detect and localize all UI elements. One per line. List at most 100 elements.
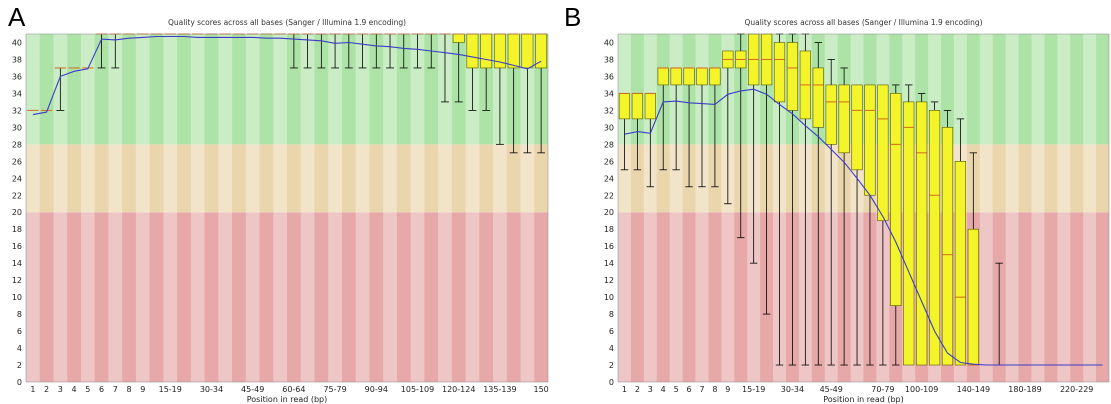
y-tick-label: 16 [604, 242, 614, 251]
box-iqr [890, 93, 902, 306]
x-tick-label: 30-34 [200, 385, 223, 394]
y-tick-label: 40 [604, 38, 614, 47]
panel-letter: A [8, 2, 26, 32]
column-stripe [383, 34, 397, 382]
box-iqr [507, 33, 520, 69]
y-tick-label: 28 [604, 140, 614, 149]
x-tick-label: 3 [648, 385, 653, 394]
x-tick-label: 1 [30, 385, 35, 394]
quality-band-poor [618, 212, 1109, 382]
box-iqr [851, 84, 863, 171]
quality-band-reasonable [618, 144, 1109, 213]
column-stripe [328, 34, 342, 382]
y-tick-label: 6 [17, 327, 22, 336]
x-tick-label: 2 [44, 385, 49, 394]
y-tick-label: 14 [604, 259, 614, 268]
y-tick-label: 10 [604, 293, 614, 302]
box-iqr [967, 228, 979, 366]
y-tick-label: 26 [604, 157, 614, 166]
box-iqr [644, 93, 656, 120]
column-stripe [108, 34, 123, 382]
y-tick-label: 36 [12, 72, 22, 81]
quality-band-good [26, 34, 548, 145]
y-tick-label: 6 [609, 327, 614, 336]
box-iqr [670, 67, 682, 86]
y-tick-label: 20 [12, 208, 22, 217]
column-stripe [1057, 34, 1071, 382]
column-stripe [520, 34, 535, 382]
panel-b: B Quality scores across all bases (Sange… [556, 0, 1111, 404]
y-tick-label: 30 [12, 123, 22, 132]
plot-frame [617, 33, 1110, 383]
box-iqr [709, 67, 721, 86]
x-tick-label: 45-49 [241, 385, 264, 394]
plot-frame [25, 33, 549, 383]
box-iqr [864, 84, 876, 196]
x-tick-label: 45-49 [820, 385, 843, 394]
y-tick-label: 8 [17, 310, 22, 319]
y-tick-label: 40 [12, 38, 22, 47]
y-tick-label: 18 [604, 225, 614, 234]
box-iqr [480, 33, 493, 69]
panel-letter: B [564, 2, 582, 32]
y-tick-label: 2 [609, 361, 614, 370]
column-stripe [618, 34, 631, 382]
y-tick-label: 0 [17, 378, 22, 387]
x-tick-label: 120-124 [442, 385, 475, 394]
y-tick-label: 30 [604, 123, 614, 132]
x-tick-label: 135-139 [483, 385, 516, 394]
y-tick-label: 24 [604, 174, 614, 183]
column-stripe [1031, 34, 1045, 382]
x-tick-label: 9 [725, 385, 730, 394]
quality-band-reasonable [26, 144, 548, 213]
x-tick-label: 6 [687, 385, 692, 394]
mean-line [32, 35, 542, 116]
quality-chart-a: Quality scores across all bases (Sanger … [12, 18, 549, 404]
box-iqr [954, 161, 967, 366]
x-tick-label: 7 [699, 385, 704, 394]
column-stripe [1005, 34, 1019, 382]
chart-title: Quality scores across all bases (Sanger … [744, 18, 982, 27]
column-stripe [80, 34, 95, 382]
y-tick-label: 8 [609, 310, 614, 319]
y-tick-label: 34 [12, 89, 22, 98]
x-tick-label: 3 [58, 385, 63, 394]
y-tick-label: 38 [12, 55, 22, 64]
column-stripe [300, 34, 315, 382]
x-tick-label: 5 [85, 385, 90, 394]
x-tick-label: 220-229 [1060, 385, 1093, 394]
y-tick-label: 18 [12, 225, 22, 234]
x-tick-label: 5 [674, 385, 679, 394]
box-iqr [916, 101, 928, 366]
column-stripe [190, 34, 205, 382]
column-stripe [438, 34, 452, 382]
x-tick-label: 8 [712, 385, 717, 394]
box-iqr [631, 93, 643, 120]
y-tick-label: 0 [609, 378, 614, 387]
quality-band-good [618, 34, 1109, 145]
x-tick-label: 6 [99, 385, 104, 394]
column-stripe [273, 34, 287, 382]
mean-line [624, 88, 1103, 366]
box-iqr [812, 67, 824, 128]
column-stripe [643, 34, 657, 382]
y-tick-label: 24 [12, 174, 22, 183]
column-stripe [163, 34, 178, 382]
column-stripe [135, 34, 150, 382]
y-tick-label: 20 [604, 208, 614, 217]
box-iqr [838, 84, 850, 154]
y-tick-label: 12 [12, 276, 22, 285]
column-stripe [218, 34, 233, 382]
column-stripe [465, 34, 480, 382]
y-tick-label: 22 [604, 191, 614, 200]
box-iqr [941, 127, 954, 366]
box-iqr [618, 93, 631, 120]
y-tick-label: 32 [12, 106, 22, 115]
y-tick-label: 34 [604, 89, 614, 98]
column-stripe [53, 34, 68, 382]
x-tick-label: 2 [635, 385, 640, 394]
quality-band-poor [26, 212, 548, 382]
quality-chart-b: Quality scores across all bases (Sanger … [604, 18, 1110, 404]
y-tick-label: 22 [12, 191, 22, 200]
box-iqr [466, 33, 479, 69]
